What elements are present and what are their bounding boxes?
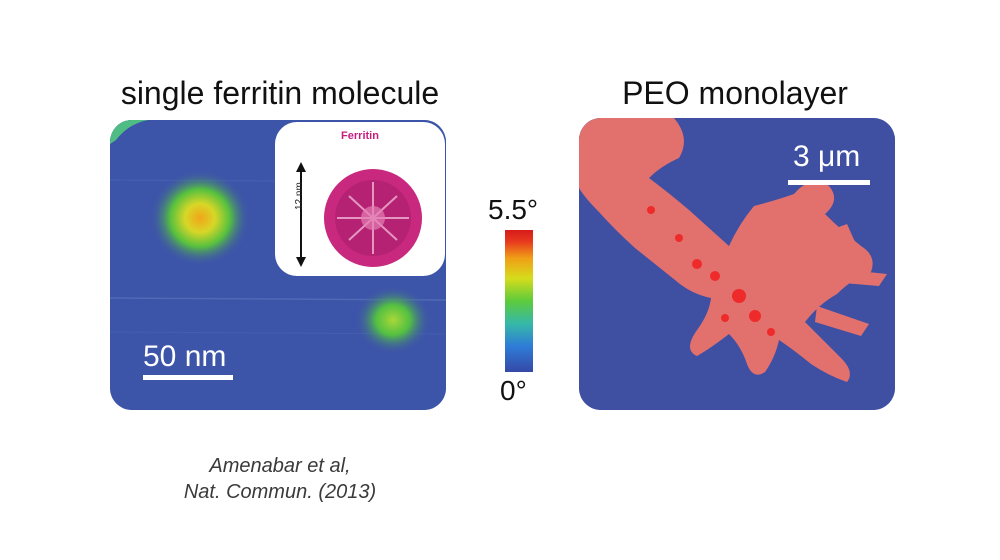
inset-length-label: 12 nm [294,182,305,210]
left-scale-bar-label: 50 nm [143,340,227,373]
left-scale-bar [143,375,233,380]
inset-title: Ferritin [341,130,379,142]
ferritin-inset: Ferritin [275,122,445,276]
right-scale-bar [788,180,870,185]
peo-image-graphic [579,118,895,410]
colorbar [505,230,533,372]
right-panel-title: PEO monolayer [622,75,848,111]
right-scale-bar-label: 3 μm [793,140,861,173]
peo-image [579,118,895,410]
credit-journal: Nat. Commun. (2013) [183,481,377,503]
ferritin-molecule-graphic [296,162,422,267]
credit-authors: Amenabar et al, [209,455,351,477]
colorbar-max-label: 5.5° [488,194,539,225]
left-panel-title: single ferritin molecule [120,75,440,111]
colorbar-min-label: 0° [500,375,527,406]
